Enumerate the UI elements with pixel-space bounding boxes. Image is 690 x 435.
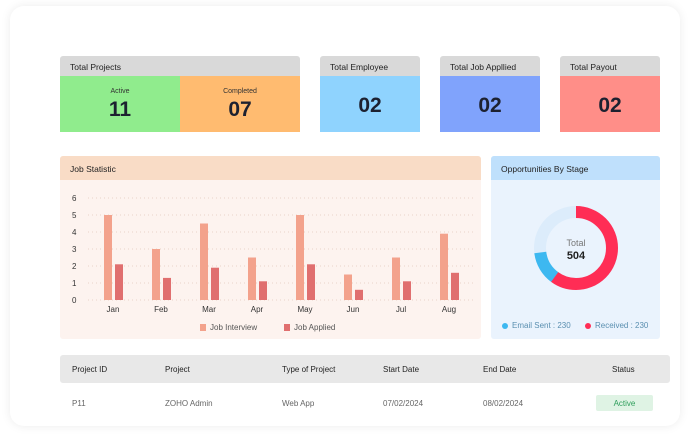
table-header: Project ID Project Type of Project Start…: [60, 355, 670, 383]
card-title: Total Projects: [60, 56, 300, 76]
donut-received-arc: [534, 206, 618, 290]
payout-value: 02: [560, 76, 660, 132]
x-tick-label: Jun: [347, 305, 360, 314]
opportunities-donut: Total 504: [534, 206, 619, 290]
bar-job-applied[interactable]: [403, 281, 411, 300]
y-tick-label: 4: [72, 228, 77, 237]
legend-label: Received : 230: [595, 321, 649, 330]
active-projects: Active 11: [60, 76, 180, 132]
col-status[interactable]: Status: [612, 365, 635, 374]
bar-job-interview[interactable]: [440, 233, 448, 300]
total-job-applied-card[interactable]: Total Job Appllied 02: [440, 56, 540, 136]
total-payout-card[interactable]: Total Payout 02: [560, 56, 660, 136]
y-tick-label: 2: [72, 262, 77, 271]
completed-value: 07: [228, 98, 252, 121]
legend-received: Received : 230: [585, 321, 648, 330]
cell-start-date: 07/02/2024: [383, 399, 424, 408]
legend-job-interview: Job Interview: [200, 323, 257, 332]
bar-job-applied[interactable]: [115, 264, 123, 300]
y-tick-label: 5: [72, 211, 77, 220]
card-title: Total Payout: [560, 56, 660, 76]
col-type[interactable]: Type of Project: [282, 365, 336, 374]
bar-job-interview[interactable]: [104, 215, 112, 300]
x-tick-label: Jan: [107, 305, 120, 314]
employee-value: 02: [320, 76, 420, 132]
card-title: Total Job Appllied: [440, 56, 540, 76]
bar-job-applied[interactable]: [451, 272, 459, 300]
y-tick-label: 6: [72, 194, 77, 203]
bar-job-interview[interactable]: [152, 249, 160, 300]
dot-icon: [502, 322, 508, 329]
col-start-date[interactable]: Start Date: [383, 365, 420, 374]
active-label: Active: [110, 88, 130, 95]
bar-job-applied[interactable]: [211, 267, 219, 300]
opportunities-title: Opportunities By Stage: [491, 156, 660, 180]
completed-label: Completed: [223, 88, 257, 95]
card-title: Total Employee: [320, 56, 420, 76]
x-tick-label: May: [297, 305, 312, 314]
donut-total-label: Total: [566, 238, 585, 248]
y-tick-label: 1: [72, 279, 77, 288]
cell-type: Web App: [282, 399, 315, 408]
bar-job-interview[interactable]: [344, 274, 352, 301]
donut-total-value: 504: [567, 250, 586, 262]
bar-job-applied[interactable]: [307, 264, 315, 300]
x-tick-label: Apr: [251, 305, 264, 314]
bar-job-interview[interactable]: [392, 257, 400, 301]
y-tick-label: 3: [72, 245, 77, 254]
col-end-date[interactable]: End Date: [483, 365, 517, 374]
bar-job-interview[interactable]: [200, 223, 208, 301]
dot-icon: [585, 322, 591, 329]
completed-projects: Completed 07: [180, 76, 300, 132]
status-badge: Active: [596, 395, 653, 411]
total-employee-card[interactable]: Total Employee 02: [320, 56, 420, 136]
opportunities-panel: Opportunities By Stage: [491, 156, 660, 339]
legend-email-sent: Email Sent : 230: [502, 321, 571, 330]
col-project-id[interactable]: Project ID: [72, 365, 108, 374]
x-tick-label: Aug: [442, 305, 456, 314]
cell-project-id: P11: [72, 399, 86, 408]
legend-swatch: [284, 324, 290, 331]
bar-job-applied[interactable]: [163, 277, 171, 300]
legend-label: Job Interview: [210, 323, 258, 332]
job-statistic-chart: 0 1 2 3 4 5 6 Jan Feb Mar Apr May Jun Jul Aug: [72, 194, 475, 314]
y-tick-label: 0: [72, 296, 77, 305]
bar-job-interview[interactable]: [296, 215, 304, 300]
legend-label: Email Sent : 230: [512, 321, 571, 330]
cell-end-date: 08/02/2024: [483, 399, 524, 408]
legend-swatch: [200, 324, 206, 331]
bar-job-applied[interactable]: [355, 289, 363, 300]
col-project[interactable]: Project: [165, 365, 190, 374]
x-tick-label: Mar: [202, 305, 216, 314]
applied-value: 02: [440, 76, 540, 132]
x-tick-label: Feb: [154, 305, 168, 314]
job-statistic-title: Job Statistic: [60, 156, 481, 180]
bar-job-applied[interactable]: [259, 281, 267, 300]
cell-project: ZOHO Admin: [165, 399, 213, 408]
active-value: 11: [108, 98, 132, 121]
legend-label: Job Applied: [294, 323, 336, 332]
legend-job-applied: Job Applied: [284, 323, 335, 332]
bar-job-interview[interactable]: [248, 257, 256, 301]
total-projects-card[interactable]: Total Projects Active 11 Completed 07: [60, 56, 300, 136]
job-statistic-panel: Job Statistic: [60, 156, 481, 339]
x-tick-label: Jul: [396, 305, 406, 314]
